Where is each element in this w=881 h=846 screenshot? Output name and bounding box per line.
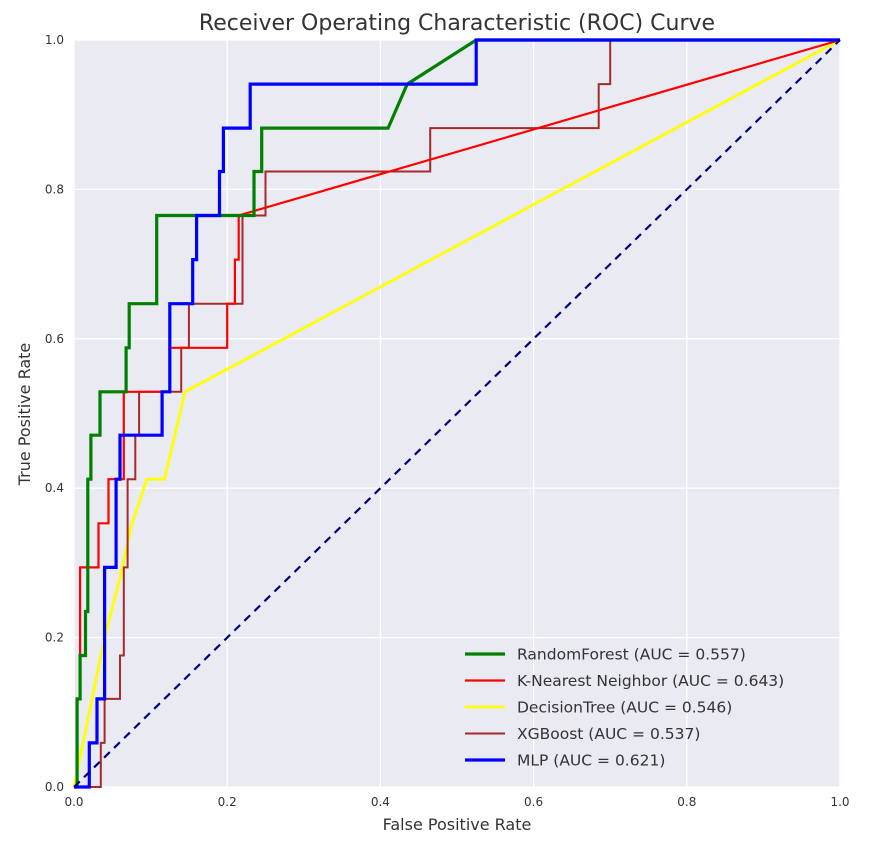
legend-label: XGBoost (AUC = 0.537)	[517, 725, 700, 743]
x-tick-label: 0.0	[64, 795, 83, 809]
baseline-diagonal	[73, 39, 841, 788]
y-tick-label: 0.4	[45, 481, 64, 495]
y-tick-label: 0.6	[45, 332, 64, 346]
chart-title: Receiver Operating Characteristic (ROC) …	[199, 11, 715, 36]
series-layer	[72, 38, 841, 789]
tick-labels: 0.0 0.2 0.4 0.6 0.8 1.0 0.0 0.2 0.4 0.6 0.8 1.0	[45, 33, 850, 809]
legend-label: RandomForest (AUC = 0.557)	[517, 646, 746, 664]
series-line-5	[74, 38, 840, 789]
x-tick-label: 0.4	[371, 795, 390, 809]
series-line-1	[74, 38, 840, 789]
x-axis-label: False Positive Rate	[383, 815, 532, 834]
x-tick-label: 0.8	[677, 795, 696, 809]
legend-label: K-Nearest Neighbor (AUC = 0.643)	[517, 672, 784, 690]
legend-label: MLP (AUC = 0.621)	[517, 752, 665, 770]
y-tick-label: 0.2	[45, 631, 64, 645]
x-tick-label: 0.6	[524, 795, 543, 809]
series-line-4	[74, 39, 840, 788]
y-tick-label: 1.0	[45, 33, 64, 47]
y-tick-label: 0.0	[45, 780, 64, 794]
legend: RandomForest (AUC = 0.557) K-Nearest Neig…	[465, 646, 784, 770]
legend-label: DecisionTree (AUC = 0.546)	[517, 699, 732, 717]
x-tick-label: 1.0	[830, 795, 849, 809]
y-axis-label: True Positive Rate	[15, 343, 34, 487]
x-tick-label: 0.2	[218, 795, 237, 809]
series-line-3	[72, 38, 841, 788]
grid-lines	[73, 39, 841, 788]
y-tick-label: 0.8	[45, 182, 64, 196]
